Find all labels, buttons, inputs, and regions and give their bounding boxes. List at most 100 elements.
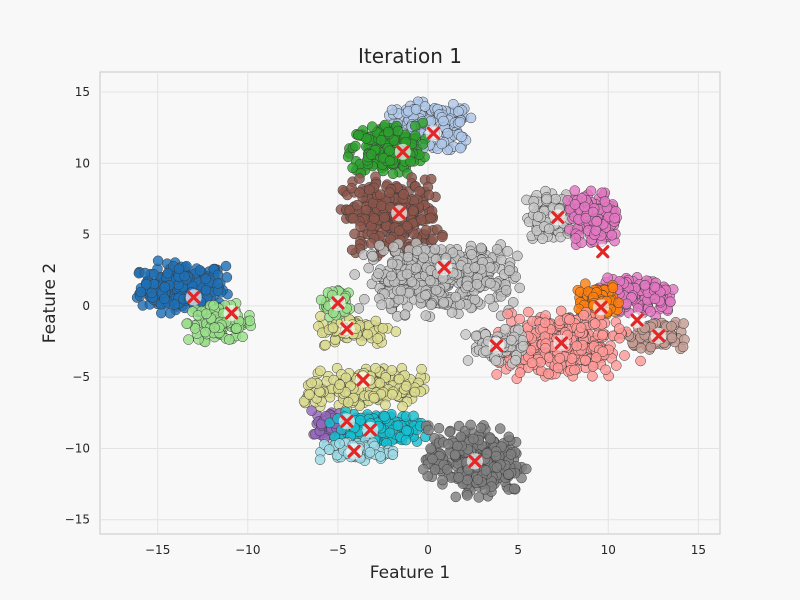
data-point [407, 205, 419, 217]
data-point [405, 156, 416, 167]
data-point [564, 314, 575, 325]
data-point [541, 193, 552, 205]
data-point [369, 213, 380, 224]
data-point [500, 284, 512, 296]
data-point [398, 189, 409, 200]
data-point [619, 350, 630, 361]
data-point [639, 279, 651, 291]
centroid-marker [355, 372, 372, 388]
data-point [420, 224, 432, 236]
data-point [181, 318, 192, 329]
data-point [306, 405, 317, 416]
data-point [645, 306, 656, 317]
data-point [452, 440, 463, 452]
data-point [496, 254, 507, 266]
data-point [460, 329, 471, 340]
data-point [183, 334, 194, 345]
data-point [220, 260, 232, 272]
data-point [575, 322, 587, 333]
data-point [550, 193, 561, 205]
data-point [418, 464, 429, 475]
data-point [417, 139, 429, 150]
data-point [162, 268, 174, 279]
data-point [635, 355, 646, 367]
centroid-marker [466, 453, 483, 470]
data-point [427, 453, 438, 465]
y-tick-label: 5 [82, 228, 90, 242]
data-point [400, 434, 412, 446]
data-point [315, 365, 326, 377]
data-point [587, 370, 598, 382]
data-point [611, 360, 622, 371]
centroid-marker [629, 312, 646, 329]
data-point [430, 284, 442, 296]
data-point [334, 438, 345, 449]
data-point [401, 220, 413, 232]
data-point [244, 315, 256, 327]
data-point [543, 223, 555, 235]
data-point [380, 399, 391, 411]
centroid-marker [362, 421, 379, 438]
data-point [448, 98, 459, 110]
data-point [169, 299, 180, 310]
centroid-marker [488, 337, 505, 354]
data-point [453, 472, 464, 483]
data-point [376, 200, 387, 212]
data-point [465, 419, 476, 431]
data-point [436, 138, 448, 150]
data-point [363, 262, 374, 274]
data-point [382, 126, 394, 138]
data-point [569, 364, 580, 376]
data-point [164, 308, 176, 319]
data-point [401, 425, 412, 436]
data-point [200, 273, 211, 285]
data-point [481, 448, 493, 459]
y-tick-label: 15 [75, 85, 90, 99]
data-point [552, 362, 564, 374]
data-point [587, 206, 599, 218]
y-tick-label: 10 [75, 156, 90, 170]
data-point [613, 323, 625, 334]
x-tick-label: 5 [514, 543, 522, 557]
data-point [607, 282, 619, 293]
data-point [423, 189, 435, 201]
data-point [364, 447, 376, 458]
data-point [156, 307, 167, 319]
data-point [420, 289, 431, 301]
data-point [528, 202, 540, 214]
data-point [591, 216, 602, 227]
data-point [402, 251, 414, 263]
data-point [502, 308, 513, 320]
data-point [223, 334, 235, 345]
data-point [384, 187, 395, 198]
data-point [408, 410, 419, 422]
x-tick-label: −10 [235, 543, 260, 557]
data-point [348, 212, 359, 224]
data-point [570, 233, 581, 244]
data-point [387, 168, 399, 180]
data-point [613, 297, 624, 309]
data-point [566, 353, 578, 364]
data-point [354, 173, 365, 184]
data-point [327, 322, 339, 334]
data-point [456, 131, 467, 143]
centroid-marker [329, 295, 346, 311]
data-point [141, 279, 152, 290]
data-point [427, 233, 439, 245]
data-point [465, 112, 477, 124]
data-point [384, 427, 396, 439]
data-point [543, 368, 554, 380]
centroid-marker [593, 299, 609, 316]
data-point [425, 443, 436, 454]
data-point [587, 361, 599, 372]
data-point [437, 231, 448, 243]
data-point [152, 255, 164, 267]
centroid-marker [394, 143, 411, 160]
data-point [354, 187, 365, 198]
data-point [390, 326, 402, 337]
data-point [351, 199, 363, 211]
data-point [532, 211, 544, 222]
data-point [346, 182, 357, 194]
data-point [469, 262, 481, 273]
data-point [503, 469, 514, 480]
